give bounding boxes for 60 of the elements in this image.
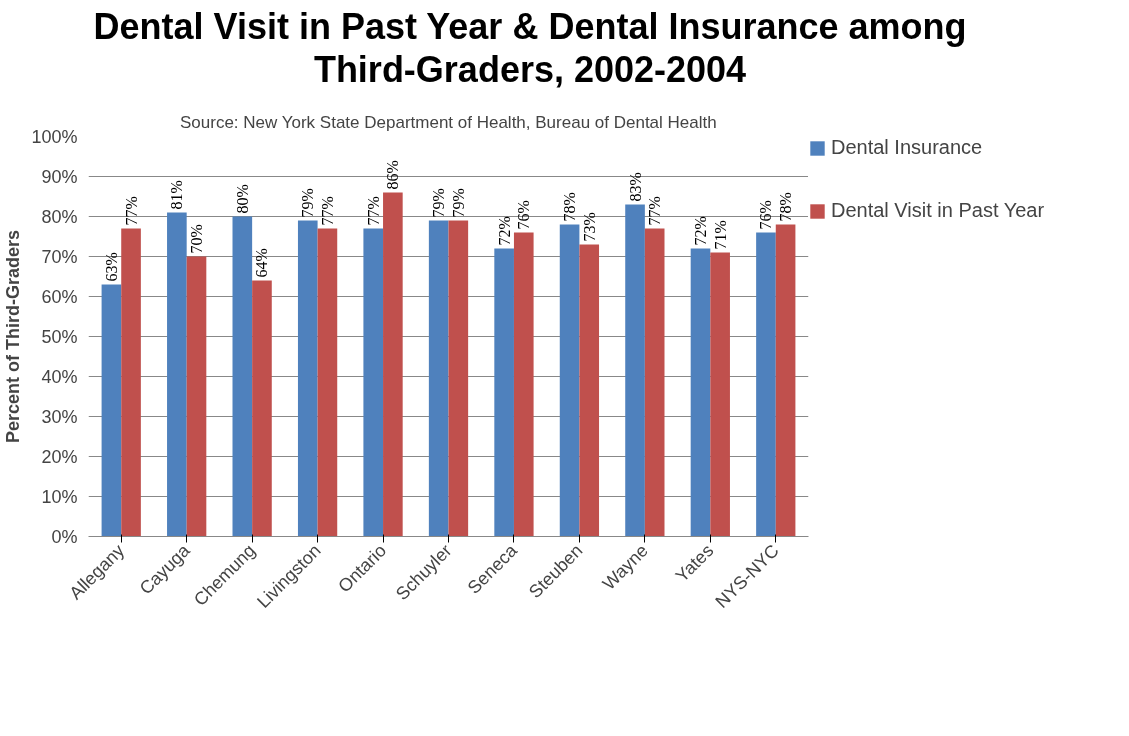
bar	[252, 280, 272, 537]
y-tick-label: 90%	[41, 166, 78, 187]
data-label: 79%	[430, 188, 448, 218]
bar	[579, 244, 600, 537]
bar	[559, 224, 580, 537]
y-tick-label: 0%	[51, 526, 78, 547]
data-label: 78%	[777, 192, 795, 222]
legend-label: Dental Visit in Past Year	[831, 199, 1045, 222]
data-label: 81%	[168, 180, 186, 210]
y-tick-label: 40%	[41, 366, 78, 387]
bar	[494, 248, 514, 537]
legend-label: Dental Insurance	[831, 136, 983, 159]
data-label: 63%	[102, 252, 120, 282]
data-label: 71%	[711, 220, 729, 250]
bar	[121, 228, 141, 537]
y-axis-title: Percent of Third-Graders	[3, 229, 24, 444]
data-label: 77%	[318, 196, 336, 226]
bar	[756, 232, 776, 537]
y-tick-label: 30%	[41, 406, 78, 427]
data-label: 80%	[233, 184, 251, 214]
bar	[297, 220, 318, 537]
bar	[625, 204, 645, 537]
data-label: 72%	[495, 216, 513, 246]
bar	[363, 228, 384, 537]
data-label: 79%	[299, 188, 317, 218]
data-label: 72%	[692, 216, 709, 246]
data-label: 78%	[561, 192, 579, 222]
data-label: 83%	[626, 172, 644, 202]
bar	[644, 228, 665, 537]
bar	[101, 284, 122, 537]
y-tick-label: 10%	[41, 486, 78, 507]
bar	[383, 192, 403, 537]
source-note: Source: New York State Department of Health, Bureau of Dental Health	[179, 112, 717, 132]
y-tick-label: 50%	[41, 326, 78, 347]
data-label: 77%	[646, 196, 664, 226]
bar	[513, 232, 534, 537]
data-label: 70%	[188, 224, 205, 254]
data-label: 64%	[253, 248, 271, 278]
bar	[448, 220, 469, 537]
y-tick-label: 80%	[41, 206, 78, 227]
bar	[690, 248, 711, 537]
bar	[232, 216, 253, 537]
data-label: 86%	[384, 160, 402, 190]
data-label: 77%	[364, 196, 382, 226]
bar	[775, 224, 796, 537]
bar	[710, 252, 730, 537]
y-tick-label: 60%	[41, 286, 78, 307]
bar	[186, 256, 207, 537]
data-label: 73%	[580, 212, 598, 242]
data-label: 76%	[757, 200, 775, 230]
chart-title: Dental Visit in Past Year & Dental Insurance among Third-Graders, 2002-2004	[92, 5, 968, 92]
bar	[167, 212, 187, 537]
bar	[317, 228, 338, 537]
bar	[428, 220, 449, 537]
y-tick-label: 20%	[41, 446, 78, 467]
data-label: 79%	[449, 188, 467, 218]
y-tick-label: 70%	[41, 246, 78, 267]
data-label: 76%	[515, 200, 533, 230]
data-label: 77%	[122, 196, 140, 226]
y-tick-label: 100%	[31, 126, 78, 147]
